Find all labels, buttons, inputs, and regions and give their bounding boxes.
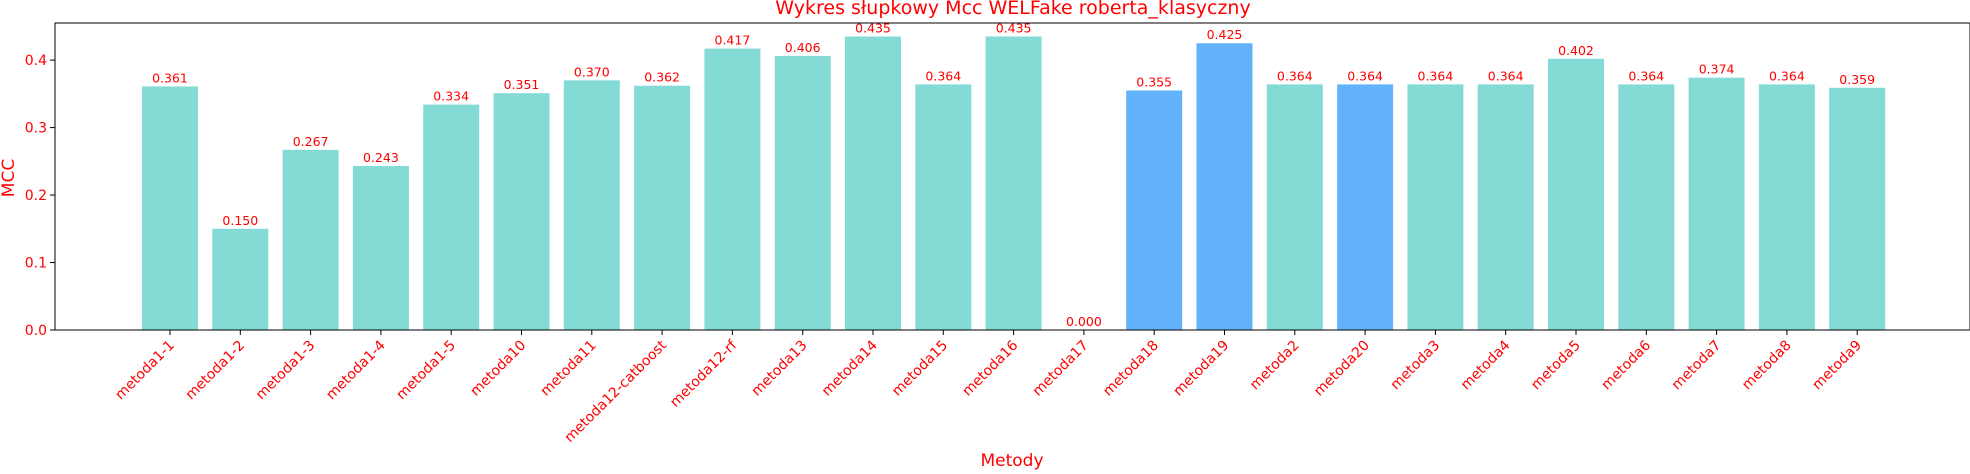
bar-metoda8	[1758, 84, 1815, 331]
x-tick-label-metoda19: metoda19	[1170, 338, 1232, 400]
data-label-metoda1-4: 0.243	[363, 150, 399, 165]
data-label-metoda7: 0.374	[1699, 62, 1735, 77]
x-tick-label-metoda6: metoda6	[1598, 337, 1654, 393]
x-tick-label-metoda10: metoda10	[467, 338, 529, 400]
data-label-metoda12-rf: 0.417	[715, 33, 751, 48]
x-tick-label-metoda5: metoda5	[1528, 338, 1584, 394]
data-label-metoda10: 0.351	[504, 77, 540, 92]
x-tick-label-metoda11: metoda11	[538, 338, 600, 400]
data-label-metoda8: 0.364	[1769, 68, 1805, 83]
data-label-metoda3: 0.364	[1418, 68, 1454, 83]
x-tick-label-metoda3: metoda3	[1388, 338, 1444, 394]
data-label-metoda5: 0.402	[1558, 43, 1594, 58]
x-tick-label-metoda18: metoda18	[1100, 338, 1162, 400]
x-tick-label-metoda7: metoda7	[1669, 338, 1725, 394]
data-label-metoda1-3: 0.267	[293, 134, 329, 149]
y-axis: 0.0 0.1 0.2 0.3 0.4	[25, 53, 55, 339]
data-label-metoda13: 0.406	[785, 40, 821, 55]
bar-metoda9	[1829, 87, 1886, 331]
data-label-metoda18: 0.355	[1136, 74, 1172, 89]
data-label-metoda16: 0.435	[996, 20, 1032, 35]
y-tick-label: 0.3	[25, 121, 47, 137]
data-labels-layer: 0.361 0.150 0.267 0.243 0.334 0.351 0.370 0.362…	[152, 20, 1875, 329]
x-tick-label-metoda4: metoda4	[1458, 337, 1514, 393]
bar-metoda5	[1548, 58, 1604, 331]
bar-metoda13	[774, 56, 831, 331]
x-tick-label-metoda2: metoda2	[1247, 338, 1303, 394]
bar-metoda2	[1266, 84, 1323, 331]
data-label-metoda17: 0.000	[1066, 314, 1102, 329]
data-label-metoda2: 0.364	[1277, 68, 1313, 83]
bar-metoda14	[845, 36, 901, 330]
bar-metoda19	[1196, 43, 1253, 330]
chart-title: Wykres słupkowy Mcc WELFake roberta_klas…	[775, 0, 1250, 19]
data-label-metoda1-1: 0.361	[152, 70, 188, 85]
bar-metoda12-rf	[704, 48, 761, 331]
bar-metoda16	[985, 36, 1042, 330]
x-tick-label-metoda17: metoda17	[1030, 338, 1092, 400]
bar-metoda1-5	[423, 104, 480, 331]
x-tick-label-metoda1-2: metoda1-2	[183, 338, 249, 404]
x-tick-label-metoda1-4: metoda1-4	[323, 337, 389, 403]
x-axis-label: Metody	[980, 451, 1043, 470]
x-tick-label-metoda1-5: metoda1-5	[394, 338, 460, 404]
x-axis: metoda1-1 metoda1-2 metoda1-3 metoda1-4 meto…	[112, 330, 1865, 446]
bar-metoda15	[915, 84, 972, 331]
bar-metoda18	[1126, 90, 1183, 330]
data-label-metoda14: 0.435	[855, 20, 891, 35]
bar-metoda1-3	[282, 149, 339, 330]
y-tick-label: 0.1	[25, 256, 47, 272]
data-label-metoda15: 0.364	[925, 68, 961, 83]
x-tick-label-metoda12-rf: metoda12-rf	[667, 337, 741, 411]
y-tick-label: 0.0	[25, 323, 47, 339]
data-label-metoda20: 0.364	[1347, 68, 1383, 83]
x-tick-label-metoda8: metoda8	[1739, 338, 1795, 394]
y-tick-label: 0.2	[25, 188, 47, 204]
bar-metoda3	[1407, 84, 1464, 331]
x-tick-label-metoda9: metoda9	[1809, 338, 1865, 394]
data-label-metoda12-catboost: 0.362	[644, 70, 680, 85]
x-tick-label-metoda16: metoda16	[959, 337, 1021, 399]
x-tick-label-metoda1-3: metoda1-3	[253, 338, 319, 404]
bar-metoda6	[1618, 84, 1675, 331]
bar-metoda7	[1688, 77, 1745, 331]
bar-metoda12-catboost	[634, 85, 691, 330]
bar-metoda20	[1337, 84, 1394, 331]
data-label-metoda6: 0.364	[1628, 68, 1664, 83]
x-tick-label-metoda14: metoda14	[819, 337, 881, 399]
bars-layer	[142, 36, 1886, 331]
x-tick-label-metoda20: metoda20	[1311, 338, 1373, 400]
data-label-metoda1-5: 0.334	[433, 89, 469, 104]
data-label-metoda11: 0.370	[574, 64, 610, 79]
data-label-metoda4: 0.364	[1488, 68, 1524, 83]
data-label-metoda9: 0.359	[1839, 72, 1875, 87]
data-label-metoda19: 0.425	[1207, 27, 1243, 42]
bar-metoda4	[1477, 84, 1534, 331]
x-tick-label-metoda1-1: metoda1-1	[112, 338, 178, 404]
bar-metoda1-4	[352, 166, 409, 330]
y-tick-label: 0.4	[25, 53, 47, 69]
x-tick-label-metoda13: metoda13	[749, 338, 811, 400]
bar-metoda1-2	[212, 228, 269, 330]
x-tick-label-metoda15: metoda15	[889, 338, 951, 400]
data-label-metoda1-2: 0.150	[222, 213, 258, 228]
bar-metoda11	[563, 80, 620, 330]
y-axis-label: MCC	[0, 159, 19, 197]
plot-frame	[54, 22, 1970, 331]
bar-metoda1-1	[142, 86, 198, 330]
bar-metoda10	[493, 93, 550, 331]
